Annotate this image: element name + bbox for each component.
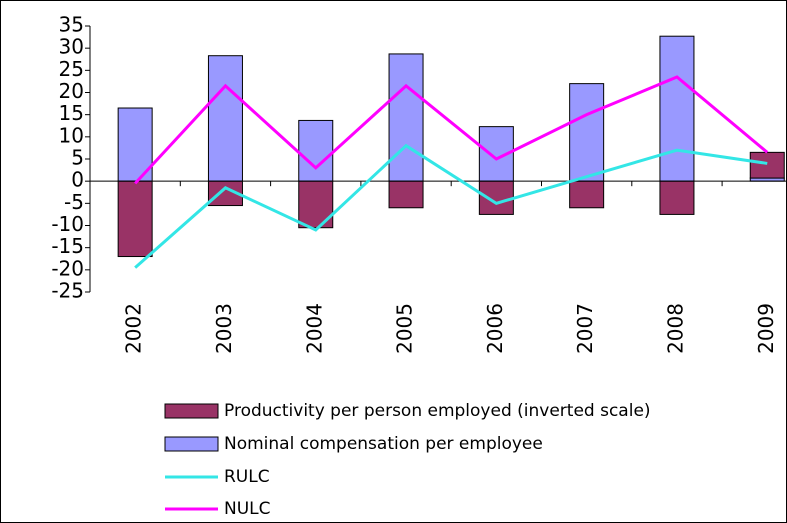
y-tick-label: 15 bbox=[59, 101, 84, 125]
bar bbox=[569, 180, 605, 209]
y-tick-label: -10 bbox=[51, 212, 84, 236]
legend-label: NULC bbox=[224, 499, 271, 519]
y-tick-label: -25 bbox=[51, 279, 84, 303]
legend-label: Nominal compensation per employee bbox=[224, 434, 543, 454]
x-tick-label: 2005 bbox=[393, 303, 417, 354]
bar bbox=[117, 180, 153, 258]
bar bbox=[298, 180, 334, 229]
bar bbox=[207, 55, 243, 182]
y-tick-label: 10 bbox=[59, 123, 84, 147]
x-tick-label: 2007 bbox=[573, 303, 597, 354]
bar bbox=[478, 180, 514, 215]
x-tick-label: 2006 bbox=[483, 303, 507, 354]
y-tick-label: 25 bbox=[59, 57, 84, 81]
bar bbox=[388, 53, 424, 182]
line bbox=[134, 75, 769, 185]
y-tick-label: 0 bbox=[71, 168, 84, 192]
legend-swatch bbox=[164, 436, 219, 452]
line bbox=[134, 143, 768, 269]
x-tick-label: 2003 bbox=[212, 303, 236, 354]
legend-swatch bbox=[164, 403, 219, 419]
x-tick-label: 2008 bbox=[663, 303, 687, 354]
y-tick-label: 35 bbox=[59, 13, 84, 37]
x-tick-label: 2009 bbox=[754, 303, 778, 354]
bar bbox=[749, 151, 785, 179]
legend-label: RULC bbox=[224, 467, 270, 487]
x-tick-label: 2002 bbox=[122, 303, 146, 354]
bar bbox=[659, 180, 695, 215]
bar bbox=[388, 180, 424, 209]
x-tick-label: 2004 bbox=[302, 303, 326, 354]
y-tick-label: 30 bbox=[59, 35, 84, 59]
legend-label: Productivity per person employed (invert… bbox=[224, 401, 651, 421]
bar bbox=[659, 35, 695, 182]
y-tick-label: -15 bbox=[51, 234, 84, 258]
y-tick-label: 20 bbox=[59, 79, 84, 103]
y-tick-label: -20 bbox=[51, 256, 84, 280]
bar bbox=[298, 119, 334, 182]
y-tick-label: -5 bbox=[64, 190, 84, 214]
y-tick-label: 5 bbox=[71, 146, 84, 170]
bar bbox=[569, 83, 605, 182]
